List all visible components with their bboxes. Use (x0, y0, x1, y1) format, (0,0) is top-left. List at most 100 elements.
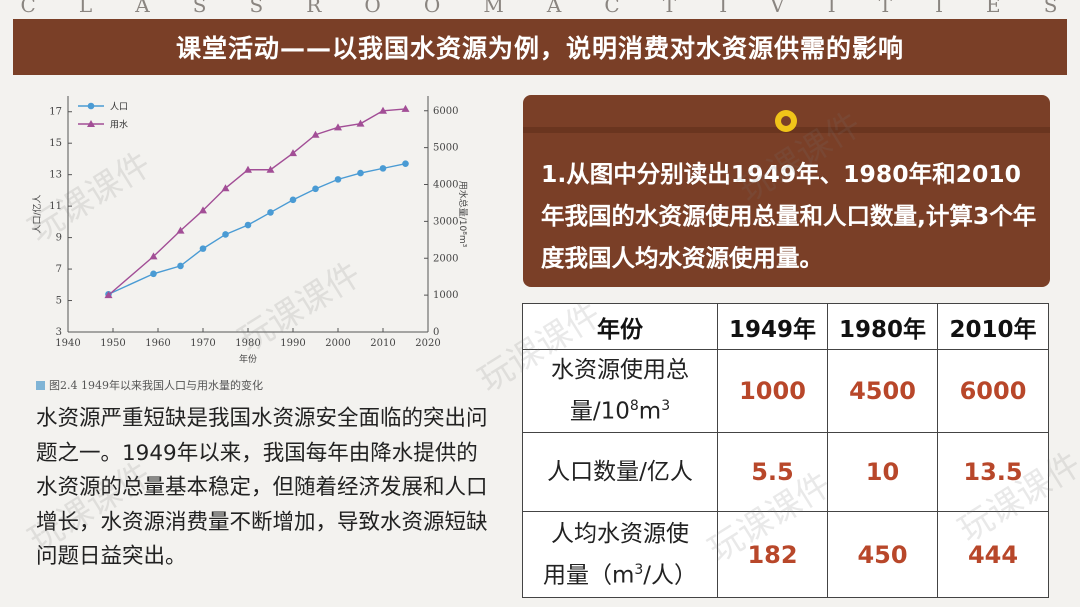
background-letter: S (1043, 0, 1060, 17)
caption-marker (36, 380, 45, 390)
table-header-cell: 1980年 (827, 303, 938, 350)
background-letter: T (878, 0, 894, 17)
data-point (244, 165, 252, 173)
background-letter: S (249, 0, 266, 17)
background-letter: T (662, 0, 679, 17)
table-cell: 13.5 (937, 432, 1049, 512)
y-right-tick-label: 5000 (433, 143, 458, 154)
background-letter: C (604, 0, 622, 17)
data-point (104, 291, 113, 299)
background-letter: I (827, 0, 838, 17)
series-line-2 (108, 108, 406, 296)
background-letter: A (135, 0, 152, 17)
y-left-tick-label: 9 (56, 233, 62, 244)
y-left-tick-label: 5 (56, 296, 62, 307)
x-tick-label: 2000 (325, 338, 350, 349)
data-point (267, 209, 274, 216)
background-letter: L (78, 0, 95, 17)
question-card: 1.从图中分别读出1949年、1980年和2010年我国的水资源使用总量和人口数… (523, 95, 1050, 287)
row-label: 人口数量/亿人 (522, 432, 718, 512)
data-table: 年份 1949年 1980年 2010年 水资源使用总 量/108m3 1000… (522, 303, 1049, 598)
data-point (311, 130, 320, 138)
x-axis-label: 年份 (239, 353, 257, 365)
y-left-tick-label: 7 (56, 264, 62, 275)
data-point (222, 231, 229, 238)
label-part: /人） (643, 562, 698, 589)
legend-label: 人口 (110, 102, 128, 113)
data-point (312, 185, 319, 193)
line-chart: 1940 1950 1960 1970 1980 1990 2000 2010 2020 3 5 7 9… (31, 96, 468, 365)
data-point (379, 106, 387, 114)
row-label-line1: 人均水资源使 (551, 520, 689, 547)
figure-caption: 图2.4 1949年以来我国人口与用水量的变化 (36, 377, 263, 393)
background-letter: O (423, 0, 443, 17)
description-text: 水资源严重短缺是我国水资源安全面临的突出问题之一。1949年以来，我国每年由降水… (36, 406, 488, 569)
y-left-tick-label: 3 (56, 327, 62, 338)
background-letter: R (306, 0, 324, 17)
x-tick-label: 1970 (190, 338, 215, 349)
x-tick-label: 2010 (370, 338, 395, 349)
background-letter: V (770, 0, 787, 17)
y-right-tick-label: 1000 (433, 290, 458, 301)
y-left-tick-label: 17 (49, 107, 62, 118)
row-label-line2: 用量（m3/人） (523, 552, 717, 594)
background-letter: S (192, 0, 209, 17)
table-cell: 10 (827, 432, 938, 512)
pin-icon (775, 110, 797, 132)
figure-caption-text: 图2.4 1949年以来我国人口与用水量的变化 (49, 379, 263, 392)
data-point (379, 165, 387, 172)
data-point (199, 245, 207, 252)
label-sup: 3 (661, 398, 671, 415)
data-point (266, 165, 275, 173)
legend-marker (87, 120, 95, 127)
background-letter: I (719, 0, 730, 17)
background-letter: I (935, 0, 945, 17)
legend-marker (87, 102, 95, 110)
background-letter: O (364, 0, 383, 17)
y-right-tick-label: 6000 (433, 106, 458, 117)
table-row: 水资源使用总 量/108m3 1000 4500 6000 (522, 349, 1049, 433)
x-tick-label: 1990 (280, 338, 305, 349)
data-point (199, 206, 207, 214)
row-label: 人均水资源使 用量（m3/人） (522, 511, 718, 598)
table-header-row: 年份 1949年 1980年 2010年 (522, 303, 1049, 350)
table-cell: 182 (717, 511, 828, 598)
question-text: 1.从图中分别读出1949年、1980年和2010年我国的水资源使用总量和人口数… (541, 160, 1037, 272)
data-point (150, 270, 157, 278)
data-point (334, 123, 342, 131)
y-left-tick-label: 11 (49, 201, 62, 212)
legend-label: 用水 (110, 119, 128, 131)
table-header-cell: 1949年 (717, 303, 828, 350)
x-tick-label: 1960 (145, 338, 170, 349)
label-part: 量/10 (569, 398, 630, 425)
row-label-line2: 量/108m3 (523, 388, 717, 430)
background-letter: C (20, 0, 38, 17)
table-cell: 444 (937, 511, 1049, 598)
y-right-tick-label: 3000 (433, 216, 458, 227)
page-title: 课堂活动——以我国水资源为例，说明消费对水资源供需的影响 (175, 34, 904, 63)
y-left-tick-label: 15 (49, 138, 62, 149)
table-cell: 1000 (717, 349, 828, 433)
table-cell: 5.5 (717, 432, 828, 512)
table-row: 人均水资源使 用量（m3/人） 182 450 444 (522, 511, 1049, 598)
background-letter: M (483, 0, 506, 17)
y-right-axis-label: 用水总量/10⁸m³ (457, 181, 468, 248)
data-point (334, 176, 342, 183)
data-point (289, 149, 297, 157)
data-point (402, 160, 409, 167)
data-point (221, 184, 230, 192)
data-point (401, 104, 410, 112)
background-letter: E (986, 0, 1003, 17)
row-label-line1: 水资源使用总 (551, 357, 689, 384)
y-left-axis-label: 人口/亿人 (31, 194, 43, 233)
table-cell: 4500 (827, 349, 938, 433)
x-tick-label: 1940 (55, 338, 80, 349)
x-tick-label: 1980 (235, 338, 260, 349)
table-header-cell: 年份 (522, 303, 718, 350)
label-part: m (638, 398, 662, 425)
background-letter: A (546, 0, 564, 17)
label-part: 用量（m (542, 562, 635, 589)
label-sup: 8 (629, 398, 639, 415)
x-tick-label: 1950 (100, 338, 125, 349)
